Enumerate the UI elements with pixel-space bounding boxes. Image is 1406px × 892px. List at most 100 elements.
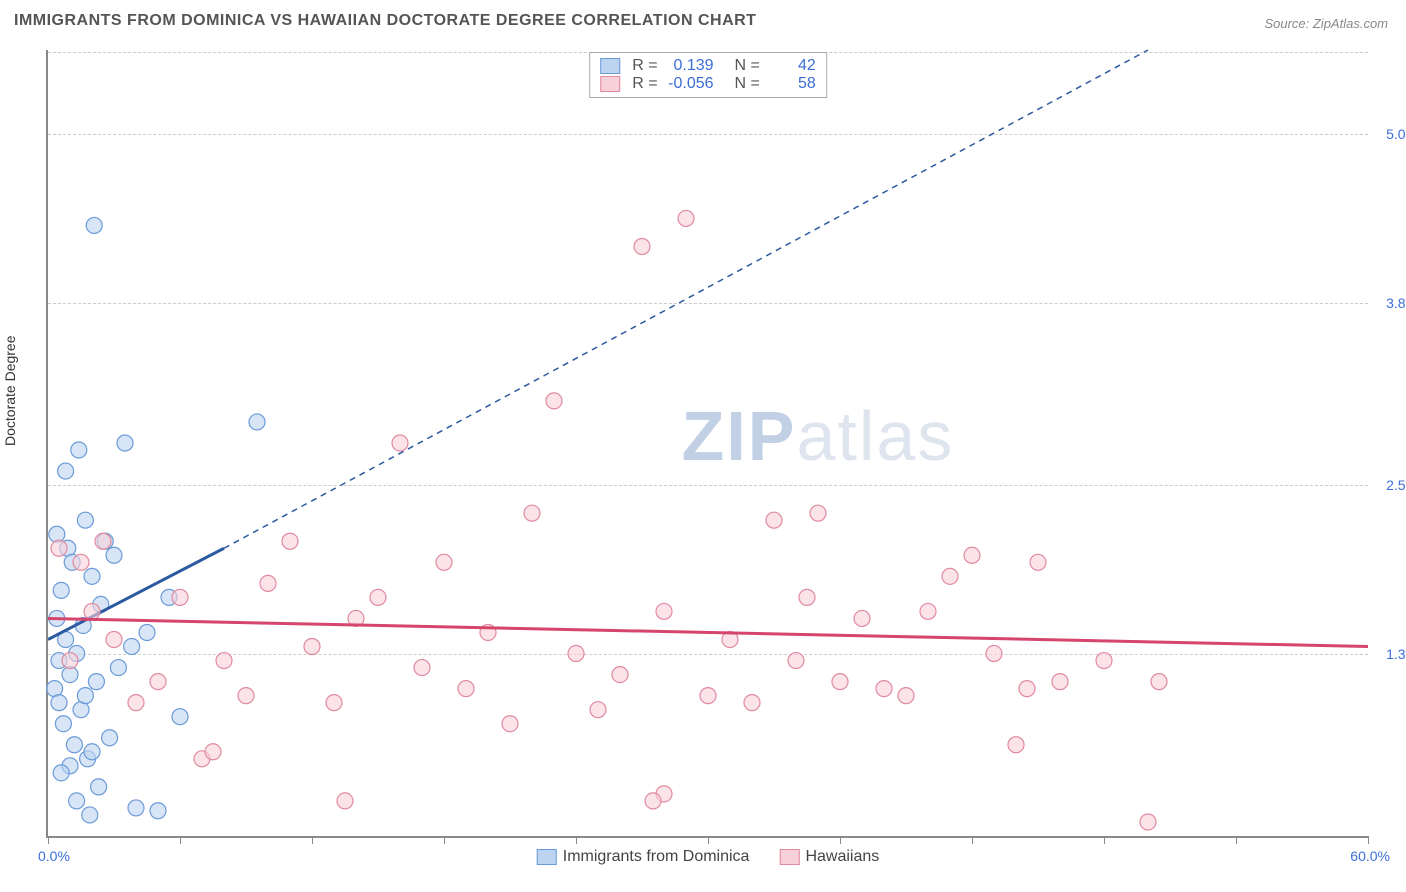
data-point-hawaiians (62, 653, 78, 669)
trendline-hawaiians (48, 618, 1368, 646)
stats-row-dominica: R = 0.139 N = 42 (600, 57, 816, 75)
legend-swatch-hawaiians (779, 849, 799, 865)
plot-area: ZIPatlas 1.3%2.5%3.8%5.0% R = 0.139 N = … (46, 50, 1368, 838)
r-value-hawaiians: -0.056 (664, 75, 714, 93)
data-point-hawaiians (326, 695, 342, 711)
data-point-dominica (102, 730, 118, 746)
data-point-hawaiians (876, 681, 892, 697)
data-point-hawaiians (568, 646, 584, 662)
data-point-hawaiians (502, 716, 518, 732)
x-min-label: 0.0% (38, 848, 70, 864)
bottom-legend: Immigrants from Dominica Hawaiians (537, 848, 880, 866)
x-tick (576, 836, 577, 844)
data-point-hawaiians (799, 589, 815, 605)
data-point-dominica (53, 765, 69, 781)
y-axis-label: Doctorate Degree (2, 335, 18, 446)
data-point-hawaiians (986, 646, 1002, 662)
r-value-dominica: 0.139 (664, 57, 714, 75)
data-point-dominica (91, 779, 107, 795)
source-label: Source: ZipAtlas.com (1264, 16, 1388, 31)
x-tick (48, 836, 49, 844)
data-point-hawaiians (73, 554, 89, 570)
chart-container: IMMIGRANTS FROM DOMINICA VS HAWAIIAN DOC… (0, 0, 1406, 892)
y-tick-label: 1.3% (1386, 646, 1406, 662)
data-point-hawaiians (414, 660, 430, 676)
data-point-hawaiians (678, 210, 694, 226)
data-point-hawaiians (700, 688, 716, 704)
data-point-hawaiians (634, 239, 650, 255)
data-point-hawaiians (546, 393, 562, 409)
data-point-hawaiians (51, 540, 67, 556)
data-point-dominica (77, 512, 93, 528)
data-point-hawaiians (1019, 681, 1035, 697)
data-point-hawaiians (1052, 674, 1068, 690)
y-tick-label: 2.5% (1386, 477, 1406, 493)
data-point-hawaiians (84, 603, 100, 619)
data-point-hawaiians (1008, 737, 1024, 753)
data-point-hawaiians (656, 603, 672, 619)
data-point-dominica (86, 217, 102, 233)
data-point-hawaiians (524, 505, 540, 521)
data-point-hawaiians (612, 667, 628, 683)
correlation-stats-box: R = 0.139 N = 42 R = -0.056 N = 58 (589, 52, 827, 98)
data-point-hawaiians (282, 533, 298, 549)
data-point-hawaiians (106, 632, 122, 648)
data-point-hawaiians (832, 674, 848, 690)
data-point-dominica (110, 660, 126, 676)
x-max-label: 60.0% (1350, 848, 1390, 864)
x-tick (708, 836, 709, 844)
data-point-hawaiians (788, 653, 804, 669)
plot-svg (48, 50, 1368, 836)
data-point-hawaiians (304, 639, 320, 655)
x-tick (444, 836, 445, 844)
swatch-hawaiians (600, 76, 620, 92)
data-point-dominica (51, 695, 67, 711)
x-tick (1236, 836, 1237, 844)
data-point-dominica (84, 568, 100, 584)
x-tick (312, 836, 313, 844)
legend-item-dominica: Immigrants from Dominica (537, 848, 750, 866)
data-point-hawaiians (128, 695, 144, 711)
x-tick (840, 836, 841, 844)
data-point-hawaiians (590, 702, 606, 718)
data-point-hawaiians (1151, 674, 1167, 690)
y-tick-label: 3.8% (1386, 295, 1406, 311)
data-point-hawaiians (458, 681, 474, 697)
data-point-hawaiians (436, 554, 452, 570)
data-point-hawaiians (854, 610, 870, 626)
x-tick (180, 836, 181, 844)
x-tick (1104, 836, 1105, 844)
data-point-hawaiians (392, 435, 408, 451)
n-value-hawaiians: 58 (766, 75, 816, 93)
data-point-hawaiians (766, 512, 782, 528)
data-point-dominica (88, 674, 104, 690)
swatch-dominica (600, 58, 620, 74)
x-tick (972, 836, 973, 844)
data-point-hawaiians (898, 688, 914, 704)
data-point-dominica (55, 716, 71, 732)
legend-swatch-dominica (537, 849, 557, 865)
data-point-hawaiians (172, 589, 188, 605)
data-point-hawaiians (1140, 814, 1156, 830)
data-point-hawaiians (205, 744, 221, 760)
data-point-hawaiians (370, 589, 386, 605)
data-point-hawaiians (1096, 653, 1112, 669)
data-point-hawaiians (95, 533, 111, 549)
data-point-dominica (49, 526, 65, 542)
n-label: N = (734, 75, 759, 93)
r-label: R = (632, 75, 657, 93)
data-point-dominica (106, 547, 122, 563)
n-value-dominica: 42 (766, 57, 816, 75)
legend-item-hawaiians: Hawaiians (779, 848, 879, 866)
data-point-hawaiians (216, 653, 232, 669)
chart-title: IMMIGRANTS FROM DOMINICA VS HAWAIIAN DOC… (14, 12, 756, 30)
data-point-hawaiians (920, 603, 936, 619)
data-point-hawaiians (260, 575, 276, 591)
data-point-dominica (77, 688, 93, 704)
r-label: R = (632, 57, 657, 75)
data-point-hawaiians (810, 505, 826, 521)
data-point-dominica (82, 807, 98, 823)
data-point-hawaiians (150, 674, 166, 690)
data-point-hawaiians (1030, 554, 1046, 570)
data-point-dominica (69, 793, 85, 809)
